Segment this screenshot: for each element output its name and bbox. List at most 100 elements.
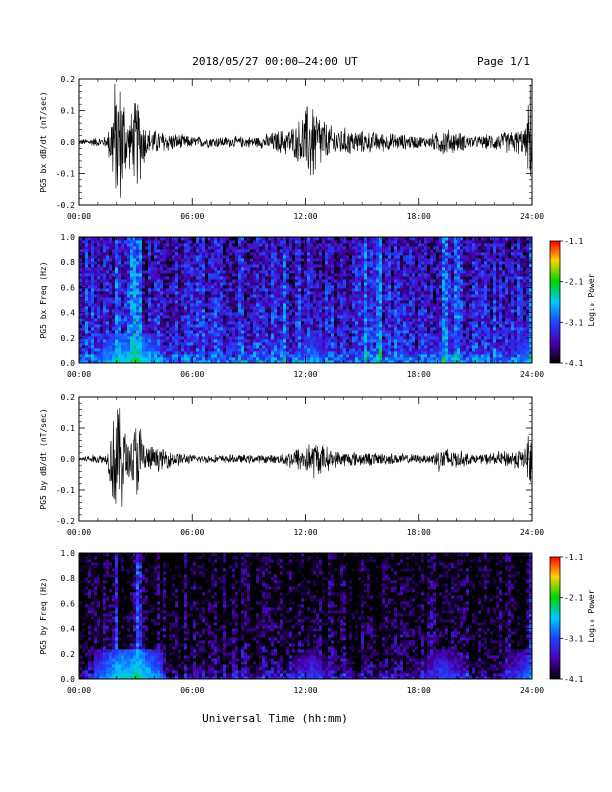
spectrogram-cell — [175, 285, 179, 289]
spectrogram-cell — [268, 261, 272, 265]
spectrogram-cell — [133, 309, 137, 313]
spectrogram-cell — [229, 294, 233, 298]
spectrogram-cell — [331, 276, 335, 280]
spectrogram-cell — [265, 273, 269, 277]
spectrogram-cell — [232, 255, 236, 259]
spectrogram-cell — [280, 282, 284, 286]
spectrogram-cell — [283, 261, 287, 265]
spectrogram-cell — [295, 273, 299, 277]
spectrogram-cell — [313, 261, 317, 265]
spectrogram-cell — [412, 294, 416, 298]
spectrogram-cell — [400, 321, 404, 325]
spectrogram-cell — [292, 339, 296, 343]
spectrogram-cell — [340, 246, 344, 250]
spectrogram-cell — [82, 243, 86, 247]
spectrogram-cell — [397, 303, 401, 307]
spectrogram-cell — [421, 240, 425, 244]
spectrogram-cell — [205, 252, 209, 256]
spectrogram-cell — [307, 357, 311, 361]
spectrogram-cell — [352, 327, 356, 331]
spectrogram-cell — [154, 273, 158, 277]
spectrogram-cell — [247, 258, 251, 262]
spectrogram-cell — [313, 339, 317, 343]
spectrogram-cell — [88, 282, 92, 286]
spectrogram-cell — [385, 354, 389, 358]
spectrogram-cell — [310, 321, 314, 325]
spectrogram-cell — [142, 339, 146, 343]
spectrogram-cell — [112, 309, 116, 313]
spectrogram-cell — [283, 237, 287, 241]
spectrogram-cell — [370, 270, 374, 274]
spectrogram-cell — [88, 261, 92, 265]
spectrogram-cell — [334, 315, 338, 319]
spectrogram-cell — [208, 330, 212, 334]
spectrogram-cell — [427, 273, 431, 277]
spectrogram-cell — [139, 282, 143, 286]
spectrogram-cell — [361, 336, 365, 340]
spectrogram-cell — [163, 270, 167, 274]
spectrogram-cell — [382, 300, 386, 304]
spectrogram-cell — [166, 300, 170, 304]
spectrogram-cell — [244, 270, 248, 274]
spectrogram-cell — [355, 333, 359, 337]
spectrogram-cell — [415, 342, 419, 346]
spectrogram-cell — [166, 321, 170, 325]
spectrogram-cell — [88, 294, 92, 298]
spectrogram-cell — [382, 276, 386, 280]
spectrogram-cell — [100, 348, 104, 352]
spectrogram-cell — [331, 291, 335, 295]
spectrogram-cell — [295, 264, 299, 268]
spectrogram-cell — [256, 321, 260, 325]
spectrogram-cell — [259, 273, 263, 277]
spectrogram-cell — [361, 288, 365, 292]
spectrogram-cell — [325, 258, 329, 262]
spectrogram-cell — [424, 345, 428, 349]
spectrogram-cell — [157, 318, 161, 322]
spectrogram-cell — [214, 270, 218, 274]
spectrogram-cell — [181, 291, 185, 295]
spectrogram-cell — [109, 333, 113, 337]
spectrogram-cell — [112, 294, 116, 298]
spectrogram-cell — [217, 318, 221, 322]
spectrogram-cell — [364, 306, 368, 310]
spectrogram-cell — [214, 321, 218, 325]
spectrogram-cell — [379, 240, 383, 244]
spectrogram-cell — [418, 348, 422, 352]
spectrogram-cell — [232, 321, 236, 325]
spectrogram-cell — [169, 303, 173, 307]
spectrogram-cell — [118, 324, 122, 328]
spectrogram-cell — [196, 279, 200, 283]
spectrogram-cell — [112, 273, 116, 277]
spectrogram-cell — [301, 321, 305, 325]
spectrogram-cell — [244, 309, 248, 313]
spectrogram-cell — [247, 279, 251, 283]
spectrogram-cell — [181, 249, 185, 253]
spectrogram-cell — [397, 264, 401, 268]
spectrogram-cell — [346, 270, 350, 274]
spectrogram-cell — [124, 255, 128, 259]
spectrogram-cell — [292, 273, 296, 277]
spectrogram-cell — [238, 291, 242, 295]
spectrogram-cell — [418, 327, 422, 331]
spectrogram-cell — [244, 258, 248, 262]
spectrogram-cell — [262, 252, 266, 256]
spectrogram-cell — [97, 339, 101, 343]
spectrogram-cell — [190, 297, 194, 301]
spectrogram-cell — [163, 282, 167, 286]
spectrogram-cell — [292, 324, 296, 328]
spectrogram-cell — [388, 348, 392, 352]
spectrogram-cell — [169, 252, 173, 256]
spectrogram-cell — [226, 276, 230, 280]
spectrogram-cell — [157, 282, 161, 286]
spectrogram-cell — [121, 237, 125, 241]
spectrogram-cell — [226, 333, 230, 337]
spectrogram-cell — [400, 297, 404, 301]
spectrogram-cell — [352, 264, 356, 268]
spectrogram-cell — [313, 303, 317, 307]
spectrogram-cell — [394, 264, 398, 268]
spectrogram-cell — [421, 294, 425, 298]
spectrogram-cell — [418, 255, 422, 259]
spectrogram-cell — [328, 357, 332, 361]
spectrogram-cell — [148, 237, 152, 241]
spectrogram-cell — [367, 345, 371, 349]
